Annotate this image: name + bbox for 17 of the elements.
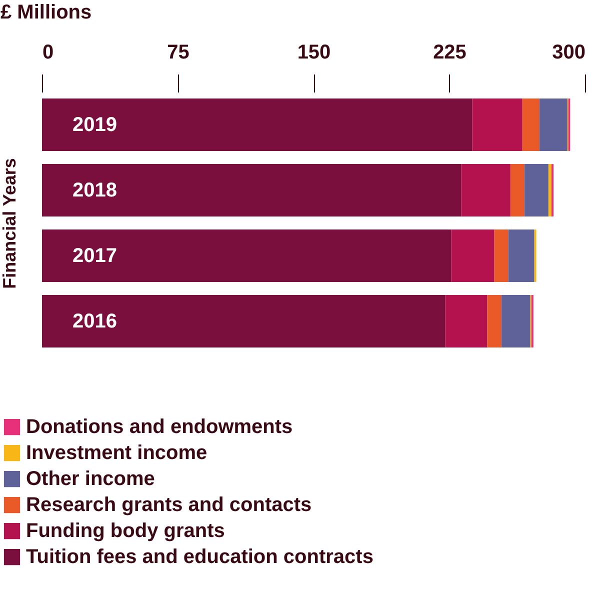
y-tick-label: 2016 <box>72 310 117 332</box>
legend-label: Donations and endowments <box>26 416 293 438</box>
y-axis-title: Financial Years <box>0 158 20 289</box>
legend-label: Other income <box>26 468 155 490</box>
legend-label: Investment income <box>26 442 208 464</box>
y-tick-label: 2019 <box>72 114 117 136</box>
legend-label: Tuition fees and education contracts <box>26 546 374 568</box>
x-axis-title: £ Millions <box>0 2 92 24</box>
x-tick-label: 225 <box>433 42 466 64</box>
x-tick-label: 0 <box>42 42 54 64</box>
x-tick-label: 150 <box>297 42 331 64</box>
x-tick-label: 75 <box>167 42 190 64</box>
legend-label: Research grants and contacts <box>26 494 312 516</box>
legend-label: Funding body grants <box>26 520 225 542</box>
y-tick-label: 2017 <box>72 244 117 267</box>
x-tick-label: 300 <box>552 42 586 64</box>
y-tick-label: 2018 <box>72 179 117 202</box>
